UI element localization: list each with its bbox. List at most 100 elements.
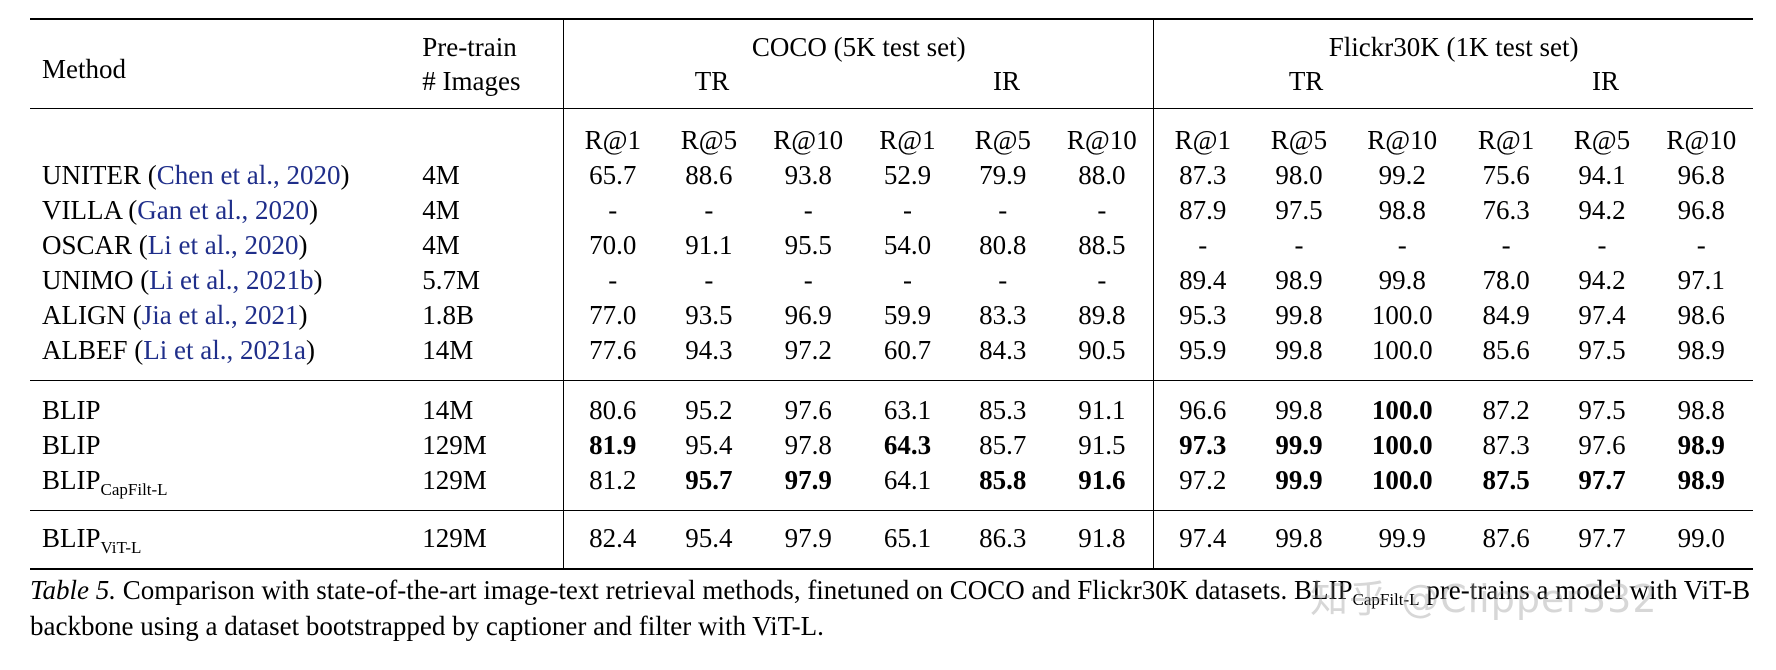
score-cell: 97.9 xyxy=(756,510,860,570)
score-cell: 59.9 xyxy=(883,300,932,330)
score-cell: 91.6 xyxy=(1078,465,1126,495)
method-name: BLIP xyxy=(42,430,101,460)
score-cell: 88.5 xyxy=(1078,230,1126,260)
score-cell: 99.8 xyxy=(1251,380,1347,428)
table-row: UNITER (Chen et al., 2020) 4M 65.7 88.6 93.8… xyxy=(30,158,1753,193)
score-cell: 94.3 xyxy=(685,335,733,365)
score-cell: 98.8 xyxy=(1378,195,1426,225)
score-cell: 95.5 xyxy=(784,230,832,260)
score-cell: 98.8 xyxy=(1649,380,1753,428)
score-cell: 89.4 xyxy=(1153,263,1252,298)
score-cell: 65.7 xyxy=(563,158,662,193)
method-cell: BLIPViT-L xyxy=(30,510,421,570)
score-cell: 88.0 xyxy=(1078,160,1126,190)
score-cell: 99.2 xyxy=(1378,160,1426,190)
score-cell: 97.5 xyxy=(1578,335,1626,365)
score-cell: - xyxy=(1294,230,1304,260)
score-cell: - xyxy=(902,195,912,225)
score-cell: 100.0 xyxy=(1346,380,1458,428)
caption-text: Comparison with state-of-the-art image-t… xyxy=(116,575,1353,605)
score-cell: 99.9 xyxy=(1275,430,1323,460)
score-cell: 97.2 xyxy=(1153,463,1252,511)
pretrain-images-cell: 129M xyxy=(422,465,487,495)
citation-link[interactable]: Jia et al., 2021 xyxy=(141,300,299,330)
method-cell: UNIMO (Li et al., 2021b) xyxy=(42,265,323,295)
citation-link[interactable]: Li et al., 2021b xyxy=(149,265,314,295)
method-name: OSCAR xyxy=(42,230,133,260)
score-cell: 54.0 xyxy=(883,230,932,260)
score-cell: 75.6 xyxy=(1482,160,1530,190)
score-cell: 91.8 xyxy=(1050,510,1154,570)
score-cell: 91.5 xyxy=(1078,430,1126,460)
score-cell: 97.1 xyxy=(1677,265,1725,295)
caption-text-2: pre-trains a model with ViT-B backbone u… xyxy=(30,575,1751,641)
score-cell: 89.8 xyxy=(1078,300,1126,330)
caption-label: Table 5. xyxy=(30,575,117,605)
score-cell: 100.0 xyxy=(1371,300,1433,330)
score-cell: 97.4 xyxy=(1578,300,1626,330)
metric-header: R@1 xyxy=(1153,108,1252,158)
score-cell: 99.8 xyxy=(1275,300,1323,330)
score-cell: 65.1 xyxy=(859,510,956,570)
score-cell: 95.9 xyxy=(1153,333,1252,381)
score-cell: 96.9 xyxy=(784,300,832,330)
score-cell: - xyxy=(902,265,912,295)
score-cell: 95.4 xyxy=(661,510,757,570)
score-cell: 98.9 xyxy=(1677,430,1725,460)
score-cell: 97.6 xyxy=(756,380,860,428)
score-cell: 63.1 xyxy=(859,380,956,428)
score-cell: 97.3 xyxy=(1153,428,1252,463)
pretrain-images-cell: 4M xyxy=(422,230,460,260)
score-cell: 64.1 xyxy=(883,465,932,495)
score-cell: 97.7 xyxy=(1578,465,1626,495)
score-cell: 76.3 xyxy=(1482,195,1530,225)
score-cell: 94.1 xyxy=(1578,160,1626,190)
citation-link[interactable]: Chen et al., 2020 xyxy=(156,160,341,190)
method-subscript: CapFilt-L xyxy=(100,480,168,499)
metric-header: R@5 xyxy=(661,108,757,158)
score-cell: 79.9 xyxy=(979,160,1027,190)
score-cell: 84.9 xyxy=(1482,300,1530,330)
pretrain-images-cell: 4M xyxy=(422,195,460,225)
score-cell: 70.0 xyxy=(563,228,662,263)
flickr-header: Flickr30K (1K test set) xyxy=(1153,18,1753,64)
pretrain-images-cell: 4M xyxy=(422,160,460,190)
score-cell: - xyxy=(704,265,714,295)
method-cell: BLIP xyxy=(30,428,420,463)
score-cell: 97.2 xyxy=(784,335,832,365)
header-row-2: # Images TR IR TR IR xyxy=(30,64,1753,109)
score-cell: 98.9 xyxy=(1677,335,1725,365)
score-cell: 100.0 xyxy=(1371,430,1433,460)
score-cell: 93.5 xyxy=(685,300,733,330)
table-row: ALIGN (Jia et al., 2021) 1.8B 77.0 93.5 96.9… xyxy=(30,298,1753,333)
score-cell: 60.7 xyxy=(883,335,932,365)
score-cell: 86.3 xyxy=(955,510,1051,570)
watermark-logo: 知乎 @Clipper332 xyxy=(1310,577,1658,621)
method-name: BLIP xyxy=(42,465,101,495)
score-cell: 100.0 xyxy=(1371,465,1433,495)
table-row: BLIP 14M 80.6 95.2 97.6 63.1 85.3 91.1 96.6 99.8 1… xyxy=(30,380,1753,428)
score-cell: 94.2 xyxy=(1578,265,1626,295)
method-name: ALBEF xyxy=(42,335,128,365)
metric-header: R@10 xyxy=(1050,108,1154,158)
score-cell: 97.5 xyxy=(1554,380,1650,428)
coco-tr-header: TR xyxy=(563,64,860,109)
metric-header: R@5 xyxy=(955,108,1051,158)
method-name: BLIP xyxy=(42,395,101,425)
method-name: VILLA xyxy=(42,195,122,225)
score-cell: 95.2 xyxy=(661,380,757,428)
method-header: Method xyxy=(30,18,421,109)
score-cell: 100.0 xyxy=(1371,335,1433,365)
citation-link[interactable]: Gan et al., 2020 xyxy=(137,195,309,225)
citation-link[interactable]: Li et al., 2020 xyxy=(147,230,299,260)
citation-link[interactable]: Li et al., 2021a xyxy=(143,335,306,365)
score-cell: - xyxy=(1153,228,1252,263)
score-cell: 97.4 xyxy=(1153,510,1252,570)
score-cell: 99.8 xyxy=(1275,335,1323,365)
table-row: ALBEF (Li et al., 2021a) 14M 77.6 94.3 97.2 6… xyxy=(30,333,1753,381)
score-cell: - xyxy=(1397,230,1407,260)
method-name: BLIP xyxy=(42,523,101,553)
score-cell: 52.9 xyxy=(883,160,932,190)
score-cell: 97.7 xyxy=(1554,510,1650,570)
